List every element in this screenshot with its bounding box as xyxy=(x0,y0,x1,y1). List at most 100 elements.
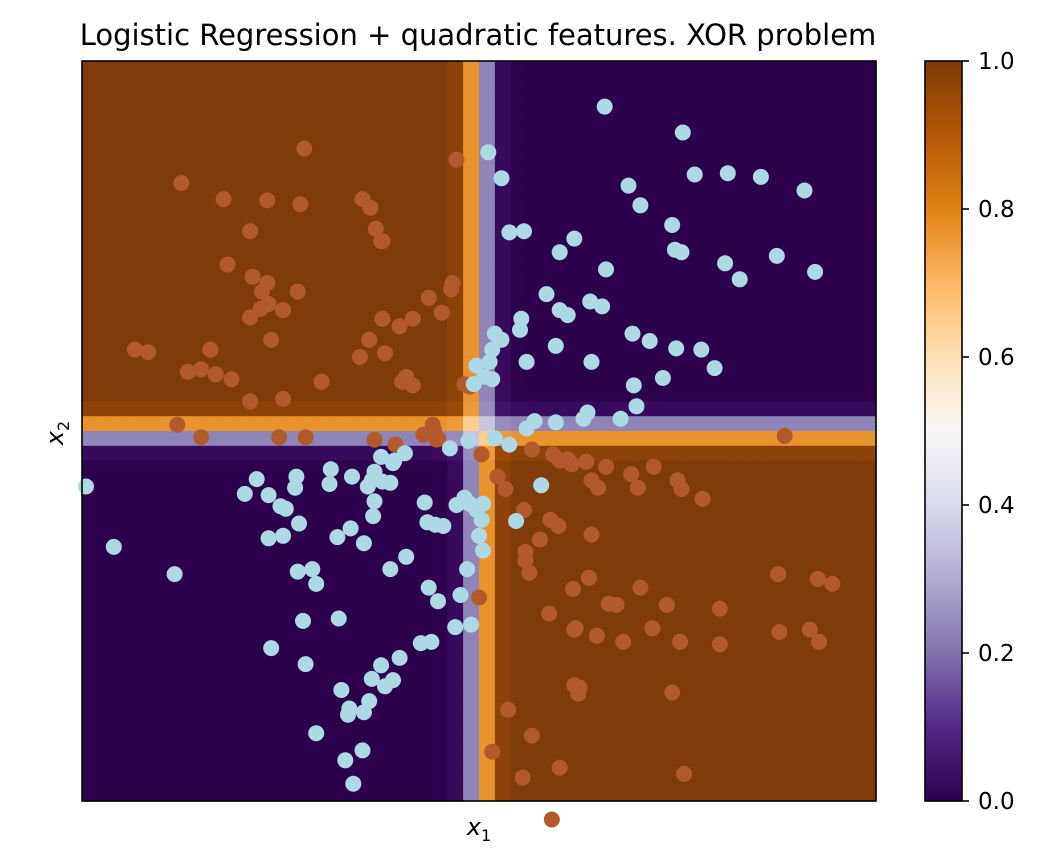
heatmap-cell xyxy=(510,149,528,166)
heatmap-cell xyxy=(574,431,591,447)
heatmap-cell xyxy=(796,741,814,758)
heatmap-cell xyxy=(224,608,242,624)
heatmap-cell xyxy=(288,549,305,565)
heatmap-cell xyxy=(288,401,305,417)
heatmap-cell xyxy=(844,519,861,536)
heatmap-cell xyxy=(240,593,258,610)
heatmap-cell xyxy=(336,653,353,669)
heatmap-cell xyxy=(145,445,162,462)
heatmap-cell xyxy=(447,638,464,654)
data-point-class-0 xyxy=(345,775,362,792)
heatmap-cell xyxy=(399,697,417,713)
heatmap-cell xyxy=(129,727,147,743)
heatmap-cell xyxy=(844,667,861,684)
heatmap-cell xyxy=(209,90,226,106)
heatmap-cell xyxy=(526,149,544,166)
heatmap-cell xyxy=(256,564,274,580)
heatmap-cell xyxy=(748,386,766,402)
heatmap-cell xyxy=(860,61,877,77)
heatmap-cell xyxy=(780,386,798,402)
heatmap-cell xyxy=(748,490,766,506)
heatmap-cell xyxy=(161,653,178,669)
heatmap-cell xyxy=(193,727,210,743)
data-point-class-1 xyxy=(173,175,190,192)
heatmap-cell xyxy=(177,386,194,402)
heatmap-cell xyxy=(860,445,877,462)
heatmap-cell xyxy=(256,697,274,713)
heatmap-cell xyxy=(621,564,639,580)
heatmap-cell xyxy=(431,756,448,772)
heatmap-cell xyxy=(748,460,766,476)
heatmap-cell xyxy=(240,682,258,698)
heatmap-cell xyxy=(431,268,448,284)
heatmap-cell xyxy=(320,416,337,432)
heatmap-cell xyxy=(272,475,290,491)
heatmap-cell xyxy=(494,105,512,121)
heatmap-cell xyxy=(129,756,147,772)
heatmap-cell xyxy=(129,61,147,77)
heatmap-cell xyxy=(748,149,766,166)
heatmap-cell xyxy=(844,475,861,491)
heatmap-cell xyxy=(748,90,766,106)
heatmap-cell xyxy=(161,771,178,787)
heatmap-cell xyxy=(764,638,782,654)
heatmap-cell xyxy=(320,105,337,121)
heatmap-cell xyxy=(558,593,575,610)
heatmap-cell xyxy=(701,283,718,299)
heatmap-cell xyxy=(764,667,782,684)
heatmap-cell xyxy=(399,357,417,373)
heatmap-cell xyxy=(113,608,131,624)
heatmap-cell xyxy=(653,727,671,743)
heatmap-cell xyxy=(526,75,544,92)
heatmap-cell xyxy=(606,490,623,506)
heatmap-cell xyxy=(526,519,544,536)
heatmap-cell xyxy=(129,357,147,373)
heatmap-cell xyxy=(399,638,417,654)
heatmap-cell xyxy=(510,712,528,728)
heatmap-cell xyxy=(748,297,766,314)
heatmap-cell xyxy=(336,268,353,284)
heatmap-cell xyxy=(621,697,639,713)
heatmap-cell xyxy=(574,61,591,77)
heatmap-cell xyxy=(860,653,877,669)
heatmap-cell xyxy=(717,623,734,639)
heatmap-cell xyxy=(336,564,353,580)
heatmap-cell xyxy=(510,61,528,77)
heatmap-cell xyxy=(479,667,496,684)
heatmap-cell xyxy=(653,712,671,728)
heatmap-cell xyxy=(463,460,480,476)
heatmap-cell xyxy=(224,342,242,358)
heatmap-cell xyxy=(637,268,655,284)
heatmap-cell xyxy=(113,712,131,728)
heatmap-cell xyxy=(526,593,544,610)
heatmap-cell xyxy=(828,61,845,77)
heatmap-cell xyxy=(653,120,671,136)
heatmap-cell xyxy=(653,297,671,314)
heatmap-cell xyxy=(828,90,845,106)
heatmap-cell xyxy=(336,312,353,328)
data-point-class-0 xyxy=(473,511,490,528)
heatmap-cell xyxy=(796,756,814,772)
heatmap-cell xyxy=(97,283,115,299)
heatmap-cell xyxy=(796,238,814,254)
heatmap-cell xyxy=(145,549,162,565)
heatmap-cell xyxy=(97,223,115,240)
heatmap-cell xyxy=(177,209,194,225)
heatmap-cell xyxy=(129,149,147,166)
heatmap-cell xyxy=(351,416,369,432)
heatmap-cell xyxy=(510,490,528,506)
heatmap-cell xyxy=(479,61,496,77)
heatmap-cell xyxy=(82,164,99,180)
data-point-class-1 xyxy=(771,624,788,640)
heatmap-cell xyxy=(733,593,750,610)
heatmap-cell xyxy=(780,534,798,550)
heatmap-cell xyxy=(796,401,814,417)
heatmap-cell xyxy=(542,179,559,195)
heatmap-cell xyxy=(415,61,432,77)
heatmap-cell xyxy=(526,771,544,787)
heatmap-cell xyxy=(812,549,829,565)
heatmap-cell xyxy=(431,608,448,624)
heatmap-cell xyxy=(494,61,512,77)
heatmap-cell xyxy=(653,741,671,758)
